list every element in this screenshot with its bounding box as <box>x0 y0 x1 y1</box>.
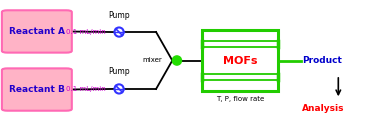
Ellipse shape <box>172 56 181 65</box>
Text: mixer: mixer <box>143 57 163 64</box>
Text: Reactant A: Reactant A <box>9 27 65 36</box>
Text: T, P, flow rate: T, P, flow rate <box>216 96 264 102</box>
Ellipse shape <box>115 27 124 37</box>
Text: 0.1 mL/min: 0.1 mL/min <box>66 86 106 92</box>
Text: MOFs: MOFs <box>223 56 257 65</box>
FancyBboxPatch shape <box>2 10 72 53</box>
Text: Product: Product <box>302 56 342 65</box>
Text: Pump: Pump <box>108 68 130 76</box>
Text: Analysis: Analysis <box>302 104 344 113</box>
FancyBboxPatch shape <box>2 68 72 111</box>
Text: Pump: Pump <box>108 11 130 20</box>
Ellipse shape <box>115 84 124 94</box>
FancyBboxPatch shape <box>202 30 278 91</box>
Text: 0.1 mL/min: 0.1 mL/min <box>66 29 106 35</box>
Text: Reactant B: Reactant B <box>9 85 65 94</box>
